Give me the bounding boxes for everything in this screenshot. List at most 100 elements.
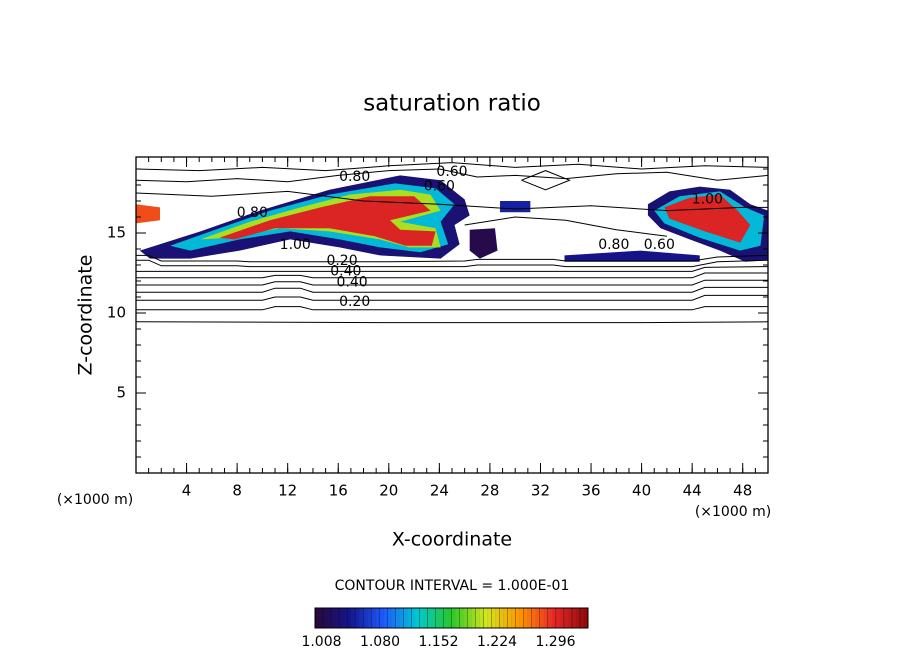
colorbar-cell [419, 607, 424, 629]
colorbar-cell [467, 607, 473, 629]
colorbar-cell [322, 607, 328, 629]
colorbar-cell [354, 607, 360, 629]
contour-label: 1.00 [280, 237, 311, 253]
contour-line [136, 321, 768, 324]
colorbar-cell [483, 607, 489, 629]
colorbar-cell [487, 608, 492, 628]
colorbar-cell [579, 607, 585, 629]
colorbar-cell [367, 608, 372, 628]
contour-label: 0.60 [436, 164, 467, 180]
colorbar-label: 1.224 [477, 634, 517, 650]
colorbar-cell [555, 607, 561, 629]
colorbar-cell [338, 607, 344, 629]
x-axis-label: X-coordinate [392, 529, 512, 551]
colorbar-cell [539, 607, 545, 629]
colorbar-cell [491, 607, 497, 629]
contour-label: 0.40 [337, 275, 368, 291]
x-tick-label: 28 [480, 482, 499, 500]
x-tick-label: 24 [430, 482, 449, 500]
colorbar-cell [314, 607, 320, 629]
y-tick-label: 10 [107, 304, 126, 322]
contour-line [136, 254, 768, 263]
colorbar-cell [527, 608, 533, 628]
colorbar-cell [515, 607, 521, 629]
filled-region [469, 228, 498, 259]
colorbar-cell [443, 607, 448, 629]
x-tick-label: 12 [278, 482, 297, 500]
y-tick-label: 5 [116, 384, 126, 402]
colorbar-cell [343, 608, 348, 628]
colorbar-label: 1.152 [418, 634, 458, 650]
colorbar-cell [575, 608, 581, 628]
contour-line [521, 170, 571, 191]
x-tick-label: 44 [683, 482, 702, 500]
colorbar-cell [531, 607, 537, 629]
colorbar-cell [559, 608, 565, 628]
colorbar-frame [314, 607, 589, 629]
colorbar-cell [571, 607, 577, 629]
colorbar-cell [363, 607, 368, 629]
colorbar-cell [383, 608, 388, 628]
colorbar-cell [387, 607, 392, 629]
colorbar-cell [471, 608, 476, 628]
colorbar-cell [563, 607, 569, 629]
filled-region [664, 194, 751, 243]
contour-line [464, 216, 667, 237]
colorbar-cell [395, 607, 400, 629]
colorbar-cell [499, 607, 505, 629]
colorbar-cell [447, 608, 452, 628]
colorbar-cell [507, 607, 513, 629]
colorbar-cell [330, 607, 336, 629]
colorbar-cell [495, 608, 500, 628]
contour-line [136, 162, 768, 172]
x-unit: (×1000 m) [695, 504, 771, 520]
colorbar-cell [455, 608, 460, 628]
contour-label: 0.80 [237, 205, 268, 221]
contour-label: 0.40 [330, 263, 361, 279]
plot-area: 0.80 0.600.600.801.001.000.80 0.600.200.40… [136, 162, 768, 324]
contour-line [136, 306, 768, 311]
colorbar-cell [335, 608, 340, 628]
colorbar-cell [551, 608, 557, 628]
colorbar-cell [391, 608, 396, 628]
filled-region [500, 201, 531, 213]
colorbar-cell [423, 608, 428, 628]
colorbar-cell [399, 608, 404, 628]
colorbar-cell [439, 608, 444, 628]
colorbar-cell [351, 608, 356, 628]
colorbar-cell [459, 607, 464, 629]
contour-line [136, 168, 768, 183]
filled-region [136, 204, 161, 224]
contour-line [136, 259, 768, 268]
colorbar-cell [463, 608, 468, 628]
colorbar-cell [411, 607, 416, 629]
colorbar-cell [567, 608, 573, 628]
colorbar-cell [346, 607, 352, 629]
colorbar-cell [407, 608, 412, 628]
y-tick-label: 15 [107, 224, 126, 242]
colorbar-label: 1.008 [301, 634, 341, 650]
x-tick-label: 4 [182, 482, 192, 500]
colorbar-label: 1.296 [535, 634, 575, 650]
contour-label: 0.60 [644, 237, 675, 253]
colorbar-cell [415, 608, 420, 628]
contour-line [136, 266, 768, 272]
colorbar-cell [403, 607, 408, 629]
colorbar-cell [451, 607, 456, 629]
colorbar-cell [523, 607, 529, 629]
chart-title: saturation ratio [363, 91, 541, 117]
colorbar-label: 1.080 [360, 634, 400, 650]
colorbar-cell [519, 608, 525, 628]
x-tick-label: 8 [232, 482, 242, 500]
colorbar-cell [583, 608, 589, 628]
colorbar-cell [535, 608, 541, 628]
colorbar-cell [435, 607, 440, 629]
filled-region [219, 196, 436, 246]
contour-label: 0.60 [424, 179, 455, 195]
contour-line [136, 294, 768, 301]
x-tick-label: 48 [733, 482, 752, 500]
